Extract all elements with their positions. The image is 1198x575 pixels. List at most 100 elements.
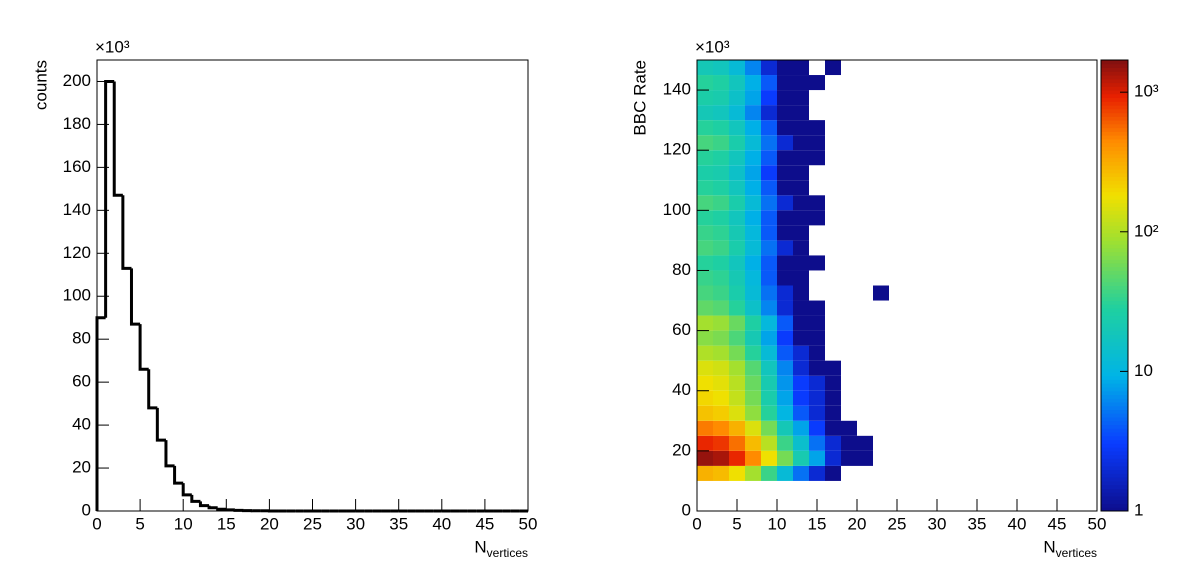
color-bar-segment: [1101, 180, 1128, 185]
heatmap-cell: [761, 420, 777, 436]
histogram-bin: [198, 501, 210, 508]
x-axis-label-sub: vertices: [1056, 546, 1097, 560]
heatmap-cell: [793, 75, 809, 91]
y-tick-label: 40: [72, 415, 91, 434]
heatmap-cell: [745, 60, 761, 76]
heatmap-cell: [793, 60, 809, 76]
heatmap-cell: [793, 255, 809, 271]
heatmap-cell: [729, 195, 745, 211]
color-bar-segment: [1101, 300, 1128, 305]
heatmap-cell: [761, 465, 777, 481]
heatmap-cell: [809, 315, 825, 331]
heatmap-cell: [825, 420, 841, 436]
y-tick-label: 120: [663, 140, 691, 159]
heatmap-cells: [697, 60, 889, 481]
color-bar-segment: [1101, 127, 1128, 132]
heatmap-cell: [809, 420, 825, 436]
color-bar-segment: [1101, 206, 1128, 211]
heatmap-cell: [729, 450, 745, 466]
y-tick-label: 20: [672, 440, 691, 459]
color-bar-segment: [1101, 259, 1128, 264]
color-bar-segment: [1101, 131, 1128, 136]
heatmap-cell: [809, 150, 825, 166]
heatmap-cell: [777, 105, 793, 121]
color-bar-segment: [1101, 447, 1128, 452]
heatmap-cell: [761, 75, 777, 91]
color-bar-segment: [1101, 71, 1128, 76]
y-tick-label: 140: [663, 80, 691, 99]
heatmap-cell: [729, 255, 745, 271]
heatmap-cell: [777, 330, 793, 346]
heatmap-cell: [697, 435, 713, 451]
color-bar-segment: [1101, 405, 1128, 411]
heatmap-cell: [761, 315, 777, 331]
heatmap-cell: [777, 450, 793, 466]
heatmap-cell: [697, 60, 713, 76]
color-bar-tick-label: 10: [1134, 361, 1153, 380]
heatmap-cell: [697, 375, 713, 391]
heatmap-cell: [745, 240, 761, 256]
heatmap-cell: [713, 240, 729, 256]
heatmap-cell: [713, 135, 729, 151]
heatmap-cell: [697, 165, 713, 181]
color-bar-segment: [1101, 364, 1128, 369]
color-bar-segment: [1101, 262, 1128, 268]
color-bar-segment: [1101, 353, 1128, 358]
heatmap-cell: [745, 345, 761, 361]
heatmap-cell: [777, 405, 793, 421]
heatmap-cell: [793, 375, 809, 391]
heatmap-cell: [777, 285, 793, 301]
color-bar-segment: [1101, 371, 1128, 377]
color-bar-segment: [1101, 274, 1128, 279]
heatmap-cell: [761, 105, 777, 121]
heatmap-cell: [729, 90, 745, 106]
heatmap-cell: [729, 60, 745, 76]
x-tick-label: 5: [135, 514, 144, 533]
y-tick-label: 120: [63, 243, 91, 262]
x-tick-label: 25: [303, 514, 322, 533]
heatmap-cell: [761, 120, 777, 136]
heatmap-cell: [697, 135, 713, 151]
heatmap-cell: [745, 165, 761, 181]
color-bar-segment: [1101, 409, 1128, 414]
heatmap-cell: [777, 435, 793, 451]
x-tick-label: 30: [928, 514, 947, 533]
heatmap-cell: [697, 195, 713, 211]
heatmap-cell: [729, 285, 745, 301]
histogram-bin: [138, 324, 149, 371]
heatmap-cell: [761, 135, 777, 151]
heatmap-cell: [713, 225, 729, 241]
heatmap-cell: [809, 330, 825, 346]
y-multiplier: ×10³: [695, 37, 730, 56]
color-bar-segment: [1101, 135, 1128, 140]
histogram-bin: [190, 494, 201, 503]
heatmap-cell: [729, 270, 745, 286]
heatmap-cell: [745, 405, 761, 421]
color-bar-segment: [1101, 285, 1128, 290]
color-bar-segment: [1101, 368, 1128, 373]
heatmap-cell: [745, 270, 761, 286]
histogram-bin: [155, 407, 166, 442]
heatmap-cell: [713, 180, 729, 196]
color-bar-segment: [1101, 296, 1128, 302]
color-bar-segment: [1101, 503, 1128, 508]
heatmap-cell: [697, 420, 713, 436]
color-bar-segment: [1101, 277, 1128, 283]
heatmap-cell: [697, 270, 713, 286]
color-bar-segment: [1101, 488, 1128, 493]
heatmap-cell: [729, 345, 745, 361]
heatmap-cell: [729, 390, 745, 406]
heatmap-cell: [697, 180, 713, 196]
heatmap-cell: [713, 210, 729, 226]
x-tick-label: 30: [346, 514, 365, 533]
color-bar-segment: [1101, 477, 1128, 482]
color-bar-segment: [1101, 330, 1128, 335]
color-bar-segment: [1101, 60, 1128, 65]
heatmap-cell: [793, 345, 809, 361]
x-tick-label: 15: [217, 514, 236, 533]
color-bar-segment: [1101, 146, 1128, 151]
color-bar-tick-label: 1: [1134, 500, 1143, 519]
heatmap-cell: [793, 330, 809, 346]
color-bar-segment: [1101, 345, 1128, 350]
color-bar-segment: [1101, 386, 1128, 392]
